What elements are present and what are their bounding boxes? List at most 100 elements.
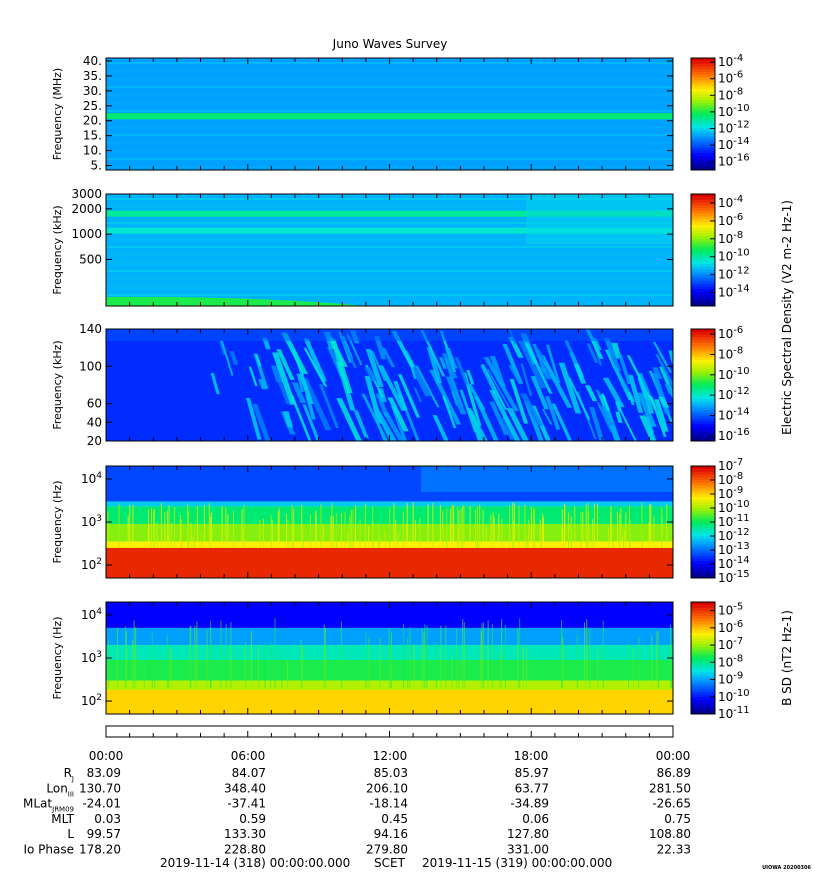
- colorbar-swatch: [691, 122, 715, 126]
- spectral-streak: [638, 637, 640, 689]
- ephemeris-value: 0.03: [94, 812, 121, 826]
- spectral-streak: [625, 512, 627, 548]
- emission-streak: [439, 357, 447, 369]
- spectral-streak: [271, 519, 273, 548]
- colorbar-frame: [690, 193, 716, 307]
- colorbar-swatch: [691, 613, 715, 617]
- y-tick-label: 20: [87, 434, 102, 448]
- spectral-streak: [479, 504, 481, 548]
- spectral-streak: [344, 512, 346, 548]
- colorbar-swatch: [691, 213, 715, 217]
- spectral-streak: [501, 619, 503, 689]
- spectral-streak: [203, 504, 205, 548]
- spectral-streak: [460, 508, 462, 548]
- colorbar-swatch: [691, 376, 715, 380]
- colorbar-swatch: [691, 153, 715, 157]
- spectral-streak: [426, 625, 428, 689]
- colorbar-swatch: [691, 208, 715, 212]
- emission-streak: [627, 392, 635, 405]
- spectral-streak: [587, 535, 589, 548]
- emission-streak: [811, 380, 815, 404]
- colorbar-swatch: [691, 199, 715, 203]
- colorbar-swatch: [691, 142, 715, 146]
- y-tick-label: 40: [87, 415, 102, 429]
- spectral-streak: [209, 516, 211, 548]
- colorbar-swatch: [691, 677, 715, 681]
- colorbar-tick-label: 10-10: [718, 248, 750, 264]
- ephemeris-value: -24.01: [82, 797, 121, 811]
- colorbar-swatch: [691, 150, 715, 154]
- colorbar-tick-label: 10-12: [718, 266, 750, 282]
- colorbar-swatch: [691, 244, 715, 248]
- colorbar-swatch: [691, 158, 715, 163]
- colorbar-title: B SD (nT2 Hz-1): [780, 610, 794, 706]
- emission-band: [106, 227, 673, 234]
- spectral-streak: [355, 505, 357, 548]
- emission-streak: [375, 393, 390, 417]
- colorbar-swatch: [691, 407, 715, 411]
- ephemeris-label: LonIII: [46, 781, 74, 798]
- spectral-streak: [490, 514, 492, 548]
- spectral-streak: [262, 518, 264, 548]
- colorbar-swatch: [691, 607, 715, 611]
- spectral-streak: [402, 623, 404, 689]
- colorbar-tick-label: 10-5: [718, 602, 743, 618]
- emission-streak: [811, 412, 815, 437]
- spectral-streak: [388, 627, 390, 689]
- spectral-streak: [524, 504, 526, 548]
- spectral-streak: [458, 658, 460, 689]
- emission-streak: [302, 404, 322, 441]
- spectral-streak: [661, 507, 663, 548]
- spectral-streak: [340, 621, 342, 689]
- spectral-streak: [442, 510, 444, 548]
- y-tick-label: 35.: [83, 69, 102, 83]
- emission-streak: [676, 398, 691, 421]
- colorbar-swatch: [691, 164, 715, 168]
- emission-streak: [637, 374, 655, 414]
- ephemeris-value: 0.59: [239, 812, 266, 826]
- colorbar-swatch: [691, 114, 715, 118]
- spectral-streak: [656, 630, 658, 689]
- spectral-stripe: [106, 142, 673, 144]
- spectral-streak: [359, 518, 361, 548]
- spectral-streak: [561, 508, 563, 548]
- spectral-streak: [285, 513, 287, 548]
- colorbar-swatch: [691, 74, 715, 79]
- colorbar-swatch: [691, 144, 715, 149]
- spectral-streak: [125, 631, 127, 689]
- spectral-streak: [330, 516, 332, 548]
- emission-streak: [489, 390, 522, 441]
- colorbar-swatch: [691, 533, 715, 537]
- spectral-streak: [179, 514, 181, 548]
- colorbar-swatch: [691, 477, 715, 481]
- colorbar-swatch: [691, 538, 715, 543]
- ephemeris-value: 0.75: [664, 812, 691, 826]
- emission-streak: [760, 341, 779, 371]
- time-tick-label: 06:00: [231, 749, 266, 763]
- emission-streak: [539, 366, 552, 380]
- emission-band: [106, 210, 673, 217]
- colorbar-swatch: [691, 399, 715, 403]
- colorbar-tick-label: 10-10: [718, 499, 750, 515]
- colorbar-swatch: [691, 264, 715, 268]
- y-tick-label: 104: [81, 471, 102, 486]
- colorbar-swatch: [691, 297, 715, 301]
- emission-streak: [281, 332, 308, 374]
- colorbar-swatch: [691, 522, 715, 526]
- spectral-streak: [390, 633, 392, 689]
- spectral-streak: [379, 637, 381, 689]
- emission-streak: [558, 362, 582, 414]
- spectral-streak: [589, 627, 591, 689]
- emission-streak: [486, 368, 513, 411]
- colorbar-swatch: [691, 418, 715, 422]
- spectral-streak: [412, 502, 414, 548]
- spectral-streak: [170, 522, 172, 548]
- emission-streak: [445, 376, 467, 415]
- spectral-streak: [462, 505, 464, 548]
- emission-streak: [506, 408, 534, 441]
- emission-streak: [573, 364, 587, 384]
- y-tick-label: 102: [81, 557, 102, 572]
- spectral-streak: [153, 510, 155, 548]
- spectral-streak: [406, 503, 408, 548]
- colorbar-tick-label: 10-9: [718, 485, 743, 501]
